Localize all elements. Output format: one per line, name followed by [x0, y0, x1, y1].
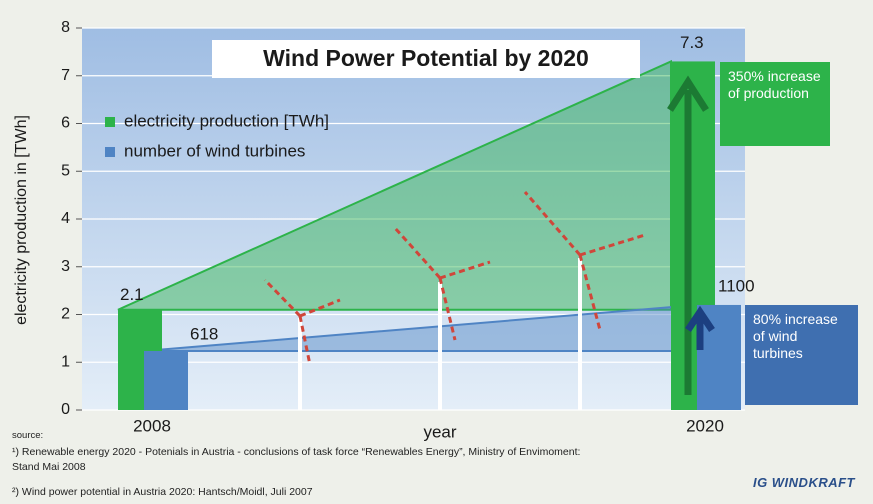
legend-label: electricity production [TWh] [124, 111, 329, 130]
bar [144, 351, 188, 410]
logo: IG WINDKRAFT [753, 475, 855, 490]
source-note: Stand Mai 2008 [12, 461, 86, 473]
y-tick-label: 3 [61, 258, 70, 275]
y-tick-label: 0 [61, 401, 70, 418]
legend-swatch [105, 117, 115, 127]
value-label: 618 [190, 324, 218, 343]
value-label: 1100 [718, 276, 755, 295]
page: {"chart_data": { "type": "bar", "title":… [0, 0, 873, 504]
x-axis-label: year [423, 422, 456, 441]
y-tick-label: 7 [61, 67, 70, 84]
source-note: ²) Wind power potential in Austria 2020:… [12, 486, 313, 498]
y-tick-label: 6 [61, 115, 70, 132]
y-axis-label: electricity production in [TWh] [13, 115, 30, 325]
y-tick-label: 8 [61, 19, 70, 36]
chart-title: Wind Power Potential by 2020 [263, 45, 589, 71]
legend-swatch [105, 147, 115, 157]
source-note: ¹) Renewable energy 2020 - Potenials in … [12, 446, 580, 458]
legend-label: number of wind turbines [124, 141, 305, 160]
y-tick-label: 4 [61, 210, 70, 227]
value-label: 7.3 [680, 33, 704, 52]
y-tick-label: 5 [61, 162, 70, 179]
annotation-box: 80% increase of wind turbines [745, 305, 858, 405]
x-tick-label: 2008 [133, 416, 171, 435]
annotation-box: 350% increase of production [720, 62, 830, 146]
x-tick-label: 2020 [686, 416, 724, 435]
source-heading: source: [12, 430, 43, 441]
y-tick-label: 1 [61, 353, 70, 370]
value-label: 2.1 [120, 285, 144, 304]
y-tick-label: 2 [61, 306, 70, 323]
